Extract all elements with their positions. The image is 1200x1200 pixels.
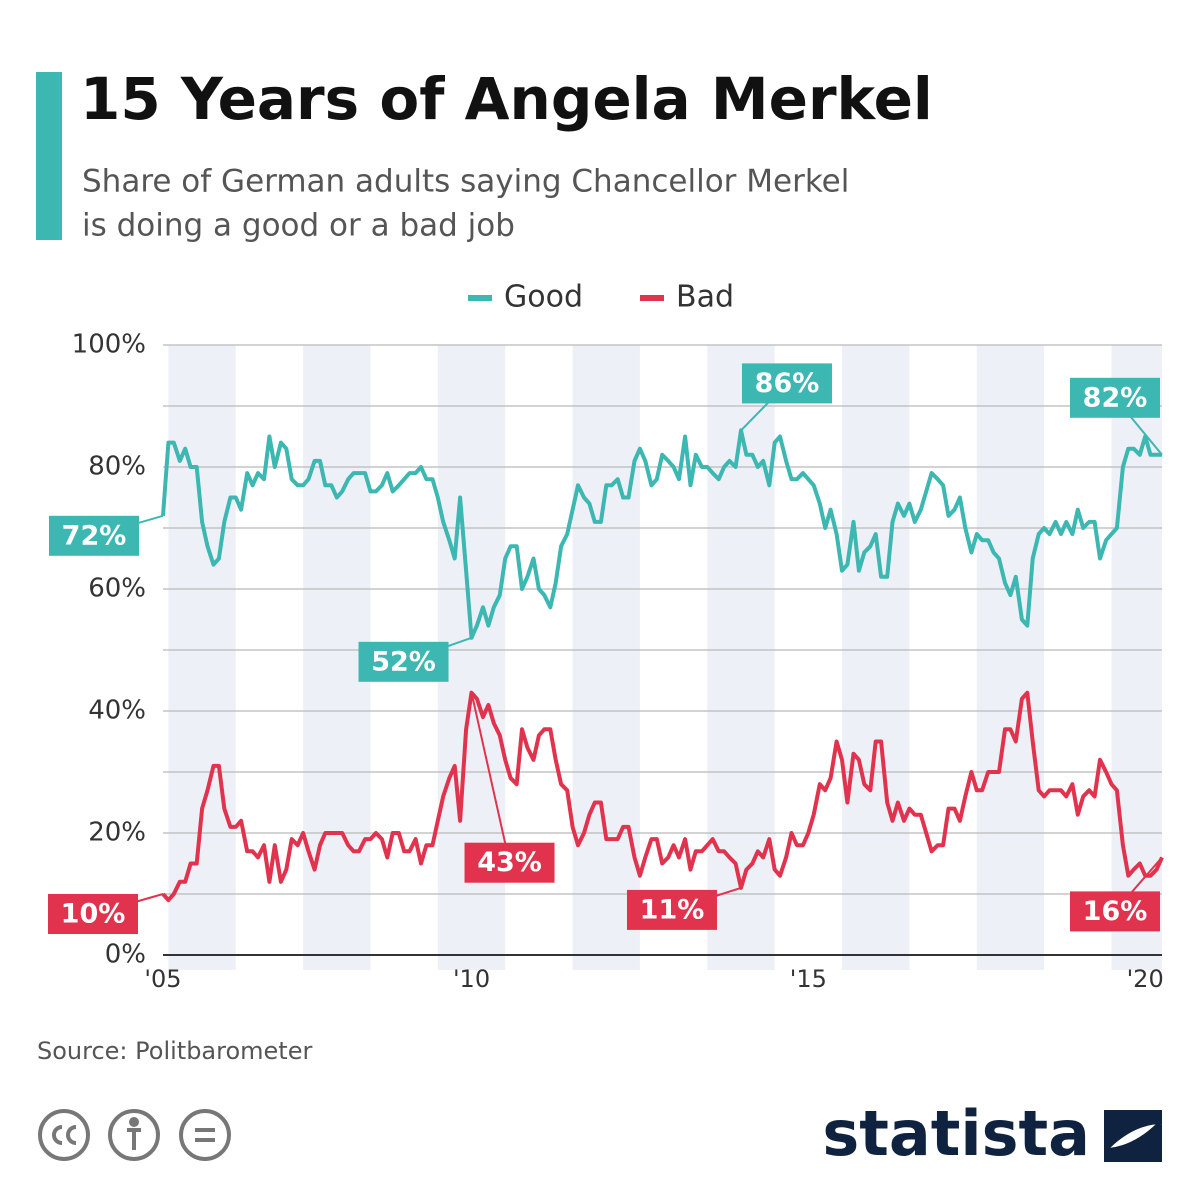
legend-label: Bad [676, 280, 734, 315]
year-band [1111, 345, 1162, 970]
brand: statista [822, 1097, 1090, 1170]
by-icon-head [129, 1117, 139, 1127]
year-band [976, 345, 1045, 970]
y-tick-label: 100% [72, 330, 146, 360]
cc-icon-c [66, 1125, 77, 1145]
label-box [1070, 891, 1160, 932]
legend-label: Good [504, 280, 583, 315]
license-icons [38, 1109, 231, 1161]
x-tick-label: '05 [144, 965, 181, 993]
x-tick-label: '20 [1127, 965, 1164, 993]
nd-icon-equals [195, 1128, 215, 1142]
y-tick-label: 20% [88, 818, 146, 848]
chart-title: 15 Years of Angela Merkel [80, 65, 933, 133]
year-band [572, 345, 640, 970]
year-band [707, 345, 775, 970]
data-label: 16% [1083, 896, 1148, 927]
nd-icon [179, 1109, 231, 1161]
label-box [464, 842, 555, 883]
year-bands [168, 345, 1162, 970]
x-tick-label: '15 [790, 965, 827, 993]
chart-subtitle: is doing a good or a bad job [82, 208, 515, 244]
y-tick-label: 80% [88, 452, 146, 482]
data-label: 82% [1083, 382, 1148, 413]
cc-icon-c [52, 1125, 63, 1145]
data-label: 10% [61, 899, 126, 930]
chart-subtitle: Share of German adults saying Chancellor… [82, 164, 849, 200]
year-band [842, 345, 910, 970]
data-label: 43% [477, 847, 542, 878]
label-box [49, 515, 139, 556]
label-box [626, 889, 717, 930]
series-line [161, 428, 1162, 640]
year-band [168, 345, 236, 970]
x-tick-label: '10 [453, 965, 490, 993]
by-icon-body [127, 1128, 141, 1150]
label-box [741, 363, 832, 404]
brand-logo [1104, 1110, 1162, 1162]
series-line [161, 690, 1164, 903]
cc-icon [38, 1109, 90, 1161]
data-label: 72% [62, 520, 127, 551]
label-pointer [470, 692, 511, 863]
y-tick-label: 0% [105, 940, 146, 970]
label-box [1070, 377, 1160, 418]
source: Source: Politbarometer [37, 1037, 312, 1065]
data-label: 86% [755, 368, 820, 399]
title-accent [36, 72, 62, 240]
y-tick-label: 60% [88, 574, 146, 604]
label-box [358, 641, 449, 682]
y-tick-label: 40% [88, 696, 146, 726]
by-icon [108, 1109, 160, 1161]
data-label: 52% [371, 646, 436, 677]
label-box [48, 894, 138, 934]
data-label: 11% [640, 894, 705, 925]
